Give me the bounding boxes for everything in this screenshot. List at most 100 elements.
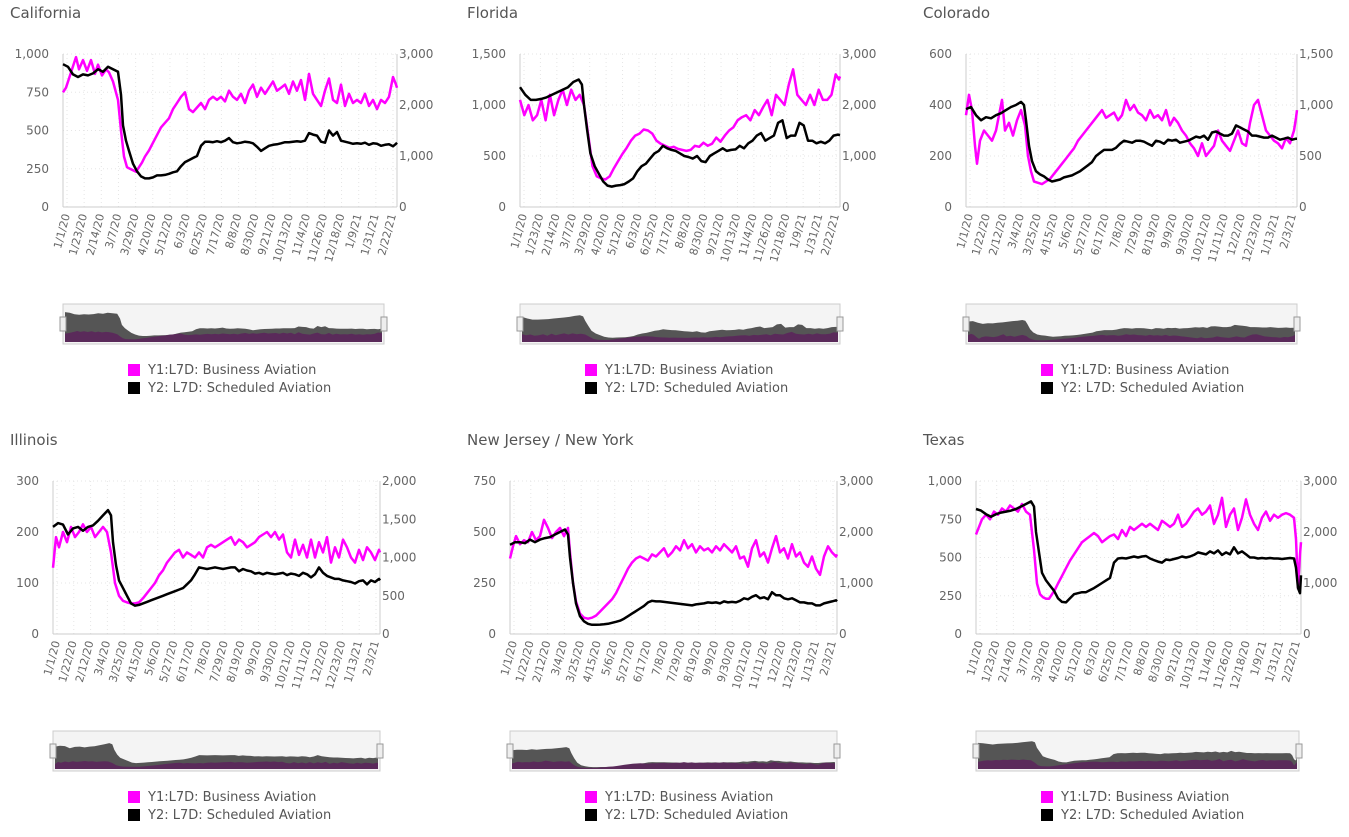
chart-svg: 1/1/201/23/202/14/203/7/203/29/204/20/20… <box>928 474 1337 772</box>
chart-svg: 1/1/201/22/202/12/203/4/203/25/204/15/20… <box>929 47 1333 345</box>
legend-label: Y2: L7D: Scheduled Aviation <box>605 807 789 823</box>
legend-swatch <box>1041 364 1053 376</box>
legend-swatch <box>128 809 140 821</box>
legend-label: Y2: L7D: Scheduled Aviation <box>605 380 789 396</box>
y1-tick-label: 250 <box>939 589 962 603</box>
y2-tick-label: 2,000 <box>842 98 876 112</box>
navigator-handle[interactable] <box>506 743 514 759</box>
legend-item-scheduled-aviation[interactable]: Y2: L7D: Scheduled Aviation <box>585 379 788 397</box>
legend-item-scheduled-aviation[interactable]: Y2: L7D: Scheduled Aviation <box>1041 379 1244 397</box>
legend: Y1:L7D: Business Aviation Y2: L7D: Schedu… <box>1041 788 1244 824</box>
navigator-handle[interactable] <box>59 316 67 332</box>
series-line-scheduled-aviation <box>52 508 382 607</box>
y2-tick-label: 0 <box>1303 627 1311 641</box>
navigator-handle[interactable] <box>1293 316 1301 332</box>
y2-tick-label: 1,000 <box>839 576 873 590</box>
y2-tick-label: 3,000 <box>1303 474 1337 488</box>
y1-tick-label: 1,000 <box>928 474 962 488</box>
y2-tick-label: 500 <box>382 589 405 603</box>
y2-tick-label: 1,000 <box>382 551 416 565</box>
legend-label: Y1:L7D: Business Aviation <box>605 362 774 378</box>
y1-tick-label: 500 <box>483 149 506 163</box>
y1-tick-label: 500 <box>939 551 962 565</box>
y2-tick-label: 1,000 <box>1299 98 1333 112</box>
y2-tick-label: 2,000 <box>839 525 873 539</box>
legend-label: Y2: L7D: Scheduled Aviation <box>148 807 332 823</box>
navigator-handle[interactable] <box>376 743 384 759</box>
navigator-area-scheduled <box>55 743 378 769</box>
series-line-business-aviation <box>61 55 399 174</box>
legend-swatch <box>1041 809 1053 821</box>
navigator-handle[interactable] <box>833 743 841 759</box>
y1-tick-label: 100 <box>16 576 39 590</box>
y1-tick-label: 0 <box>944 200 952 214</box>
chart-panel: California 1/1/20 1/23/20 2/14/20 3/7/20 3/29… <box>0 0 440 410</box>
y1-tick-label: 0 <box>31 627 39 641</box>
legend-item-business-aviation[interactable]: Y1:L7D: Business Aviation <box>128 361 331 379</box>
y2-tick-label: 0 <box>842 200 850 214</box>
y2-tick-label: 1,000 <box>399 149 433 163</box>
navigator-handle[interactable] <box>962 316 970 332</box>
navigator-handle[interactable] <box>380 316 388 332</box>
legend-label: Y1:L7D: Business Aviation <box>1061 789 1230 805</box>
chart-title: Colorado <box>923 4 991 22</box>
navigator-area-business <box>978 759 1297 769</box>
navigator-handle[interactable] <box>836 316 844 332</box>
navigator-area-business <box>55 761 378 769</box>
navigator-area-business <box>65 331 382 342</box>
y2-tick-label: 0 <box>839 627 847 641</box>
chart-svg: 1/1/201/22/202/12/203/4/203/25/204/15/20… <box>16 474 416 772</box>
legend-item-scheduled-aviation[interactable]: Y2: L7D: Scheduled Aviation <box>128 379 331 397</box>
navigator-area-business <box>522 331 838 342</box>
y2-tick-label: 0 <box>1299 200 1307 214</box>
y2-tick-label: 0 <box>382 627 390 641</box>
navigator-handle[interactable] <box>49 743 57 759</box>
legend-item-business-aviation[interactable]: Y1:L7D: Business Aviation <box>585 361 788 379</box>
series-line-business-aviation <box>974 496 1303 601</box>
navigator-handle[interactable] <box>516 316 524 332</box>
y2-tick-label: 2,000 <box>399 98 433 112</box>
legend-swatch <box>585 364 597 376</box>
y1-tick-label: 0 <box>41 200 49 214</box>
navigator-handle[interactable] <box>1295 743 1303 759</box>
legend-label: Y1:L7D: Business Aviation <box>148 362 317 378</box>
y1-tick-label: 750 <box>26 85 49 99</box>
legend-swatch <box>585 791 597 803</box>
chart-title: New Jersey / New York <box>467 431 634 449</box>
legend-label: Y2: L7D: Scheduled Aviation <box>1061 807 1245 823</box>
legend-label: Y2: L7D: Scheduled Aviation <box>148 380 332 396</box>
navigator-handle[interactable] <box>972 743 980 759</box>
y1-tick-label: 250 <box>26 162 49 176</box>
y1-tick-label: 750 <box>939 512 962 526</box>
series-line-scheduled-aviation <box>62 63 398 180</box>
chart-title: Texas <box>923 431 965 449</box>
y2-tick-label: 0 <box>399 200 407 214</box>
y2-tick-label: 1,000 <box>1303 576 1337 590</box>
legend-item-business-aviation[interactable]: Y1:L7D: Business Aviation <box>1041 361 1244 379</box>
legend-label: Y1:L7D: Business Aviation <box>1061 362 1230 378</box>
y2-tick-label: 1,500 <box>1299 47 1333 61</box>
legend-item-scheduled-aviation[interactable]: Y2: L7D: Scheduled Aviation <box>585 806 788 824</box>
legend-swatch <box>585 809 597 821</box>
y1-tick-label: 0 <box>488 627 496 641</box>
series-line-scheduled-aviation <box>965 100 1298 183</box>
y2-tick-label: 1,500 <box>382 512 416 526</box>
legend: Y1:L7D: Business Aviation Y2: L7D: Schedu… <box>585 361 788 397</box>
y1-tick-label: 300 <box>16 474 39 488</box>
chart-panel: Illinois 1/1/20 1/22/20 2/12/20 3/4/20 3/25/2… <box>0 427 440 837</box>
legend-item-scheduled-aviation[interactable]: Y2: L7D: Scheduled Aviation <box>128 806 331 824</box>
series-line-scheduled-aviation <box>509 528 838 627</box>
y2-tick-label: 500 <box>1299 149 1322 163</box>
legend-label: Y1:L7D: Business Aviation <box>148 789 317 805</box>
y1-tick-label: 500 <box>26 124 49 138</box>
legend-item-scheduled-aviation[interactable]: Y2: L7D: Scheduled Aviation <box>1041 806 1244 824</box>
chart-title: Florida <box>467 4 519 22</box>
legend-swatch <box>1041 382 1053 394</box>
legend-item-business-aviation[interactable]: Y1:L7D: Business Aviation <box>1041 788 1244 806</box>
legend-item-business-aviation[interactable]: Y1:L7D: Business Aviation <box>128 788 331 806</box>
series-line-scheduled-aviation <box>518 78 841 188</box>
navigator-area-business <box>512 760 835 769</box>
y2-tick-label: 3,000 <box>399 47 433 61</box>
legend: Y1:L7D: Business Aviation Y2: L7D: Schedu… <box>585 788 788 824</box>
legend-item-business-aviation[interactable]: Y1:L7D: Business Aviation <box>585 788 788 806</box>
